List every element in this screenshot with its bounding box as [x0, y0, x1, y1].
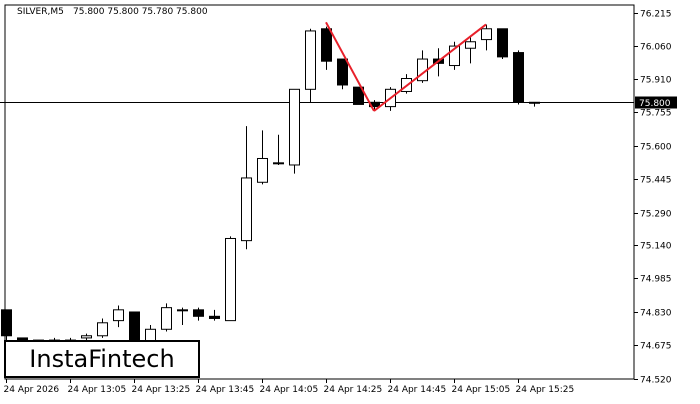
y-tick-label: 75.600 [640, 143, 672, 153]
logo-text: InstaFintech [29, 345, 175, 373]
chart-ohlc-label: 75.800 75.800 75.780 75.800 [73, 7, 208, 17]
candle-body-bearish [353, 86, 364, 105]
candle-body-bullish [177, 309, 188, 312]
current-price-badge [635, 96, 677, 109]
candle-body-bullish [273, 162, 284, 165]
candle-body-bearish [1, 309, 12, 337]
candle-body-bearish [497, 28, 508, 58]
candle-body-bearish [337, 58, 348, 86]
x-tick-label: 24 Apr 15:25 [516, 385, 575, 395]
candle-body-bullish [241, 177, 252, 242]
plot-frame [4, 4, 635, 380]
y-tick-label: 75.755 [640, 109, 672, 119]
candle-body-bullish [161, 307, 172, 330]
y-tick-label: 75.910 [640, 76, 672, 86]
x-tick-label: 24 Apr 14:45 [388, 385, 447, 395]
candle-body-bullish [465, 41, 476, 49]
candle-body-bearish [513, 52, 524, 103]
y-tick-label: 75.445 [640, 176, 672, 186]
candle-body-bullish [113, 309, 124, 322]
y-tick-label: 74.675 [640, 342, 672, 352]
x-tick-label: 24 Apr 2026 [4, 385, 60, 395]
instafintech-logo: InstaFintech [4, 340, 200, 378]
candle-body-bullish [81, 335, 92, 339]
candle-body-bullish [289, 88, 300, 166]
current-price-label: 75.800 [639, 99, 671, 109]
x-tick-label: 24 Apr 13:45 [196, 385, 255, 395]
x-tick-label: 24 Apr 13:25 [132, 385, 191, 395]
x-tick-label: 24 Apr 13:05 [68, 385, 127, 395]
chart-symbol-label: SILVER,M5 [17, 7, 64, 17]
candle-body-bearish [193, 309, 204, 317]
candle-body-bullish [97, 322, 108, 337]
y-tick-label: 75.140 [640, 242, 672, 252]
x-tick-label: 24 Apr 15:05 [452, 385, 511, 395]
x-tick-label: 24 Apr 14:05 [260, 385, 319, 395]
y-tick-label: 74.830 [640, 309, 672, 319]
x-tick-label: 24 Apr 14:25 [324, 385, 383, 395]
candle-body-bullish [481, 28, 492, 41]
pattern-line [373, 23, 487, 112]
y-tick-label: 76.215 [640, 10, 672, 20]
y-tick-label: 75.290 [640, 210, 672, 220]
y-tick-label: 74.520 [640, 376, 672, 386]
candle-body-bullish [257, 157, 268, 183]
candle-body-bullish [529, 101, 540, 104]
candle-body-bearish [209, 315, 220, 319]
y-tick-label: 74.985 [640, 275, 672, 285]
pattern-line [325, 21, 375, 112]
candle-body-bearish [321, 28, 332, 62]
candle-body-bullish [305, 30, 316, 90]
y-tick-label: 76.060 [640, 43, 672, 53]
candle-body-bullish [225, 237, 236, 322]
candle-body-bullish [449, 45, 460, 67]
